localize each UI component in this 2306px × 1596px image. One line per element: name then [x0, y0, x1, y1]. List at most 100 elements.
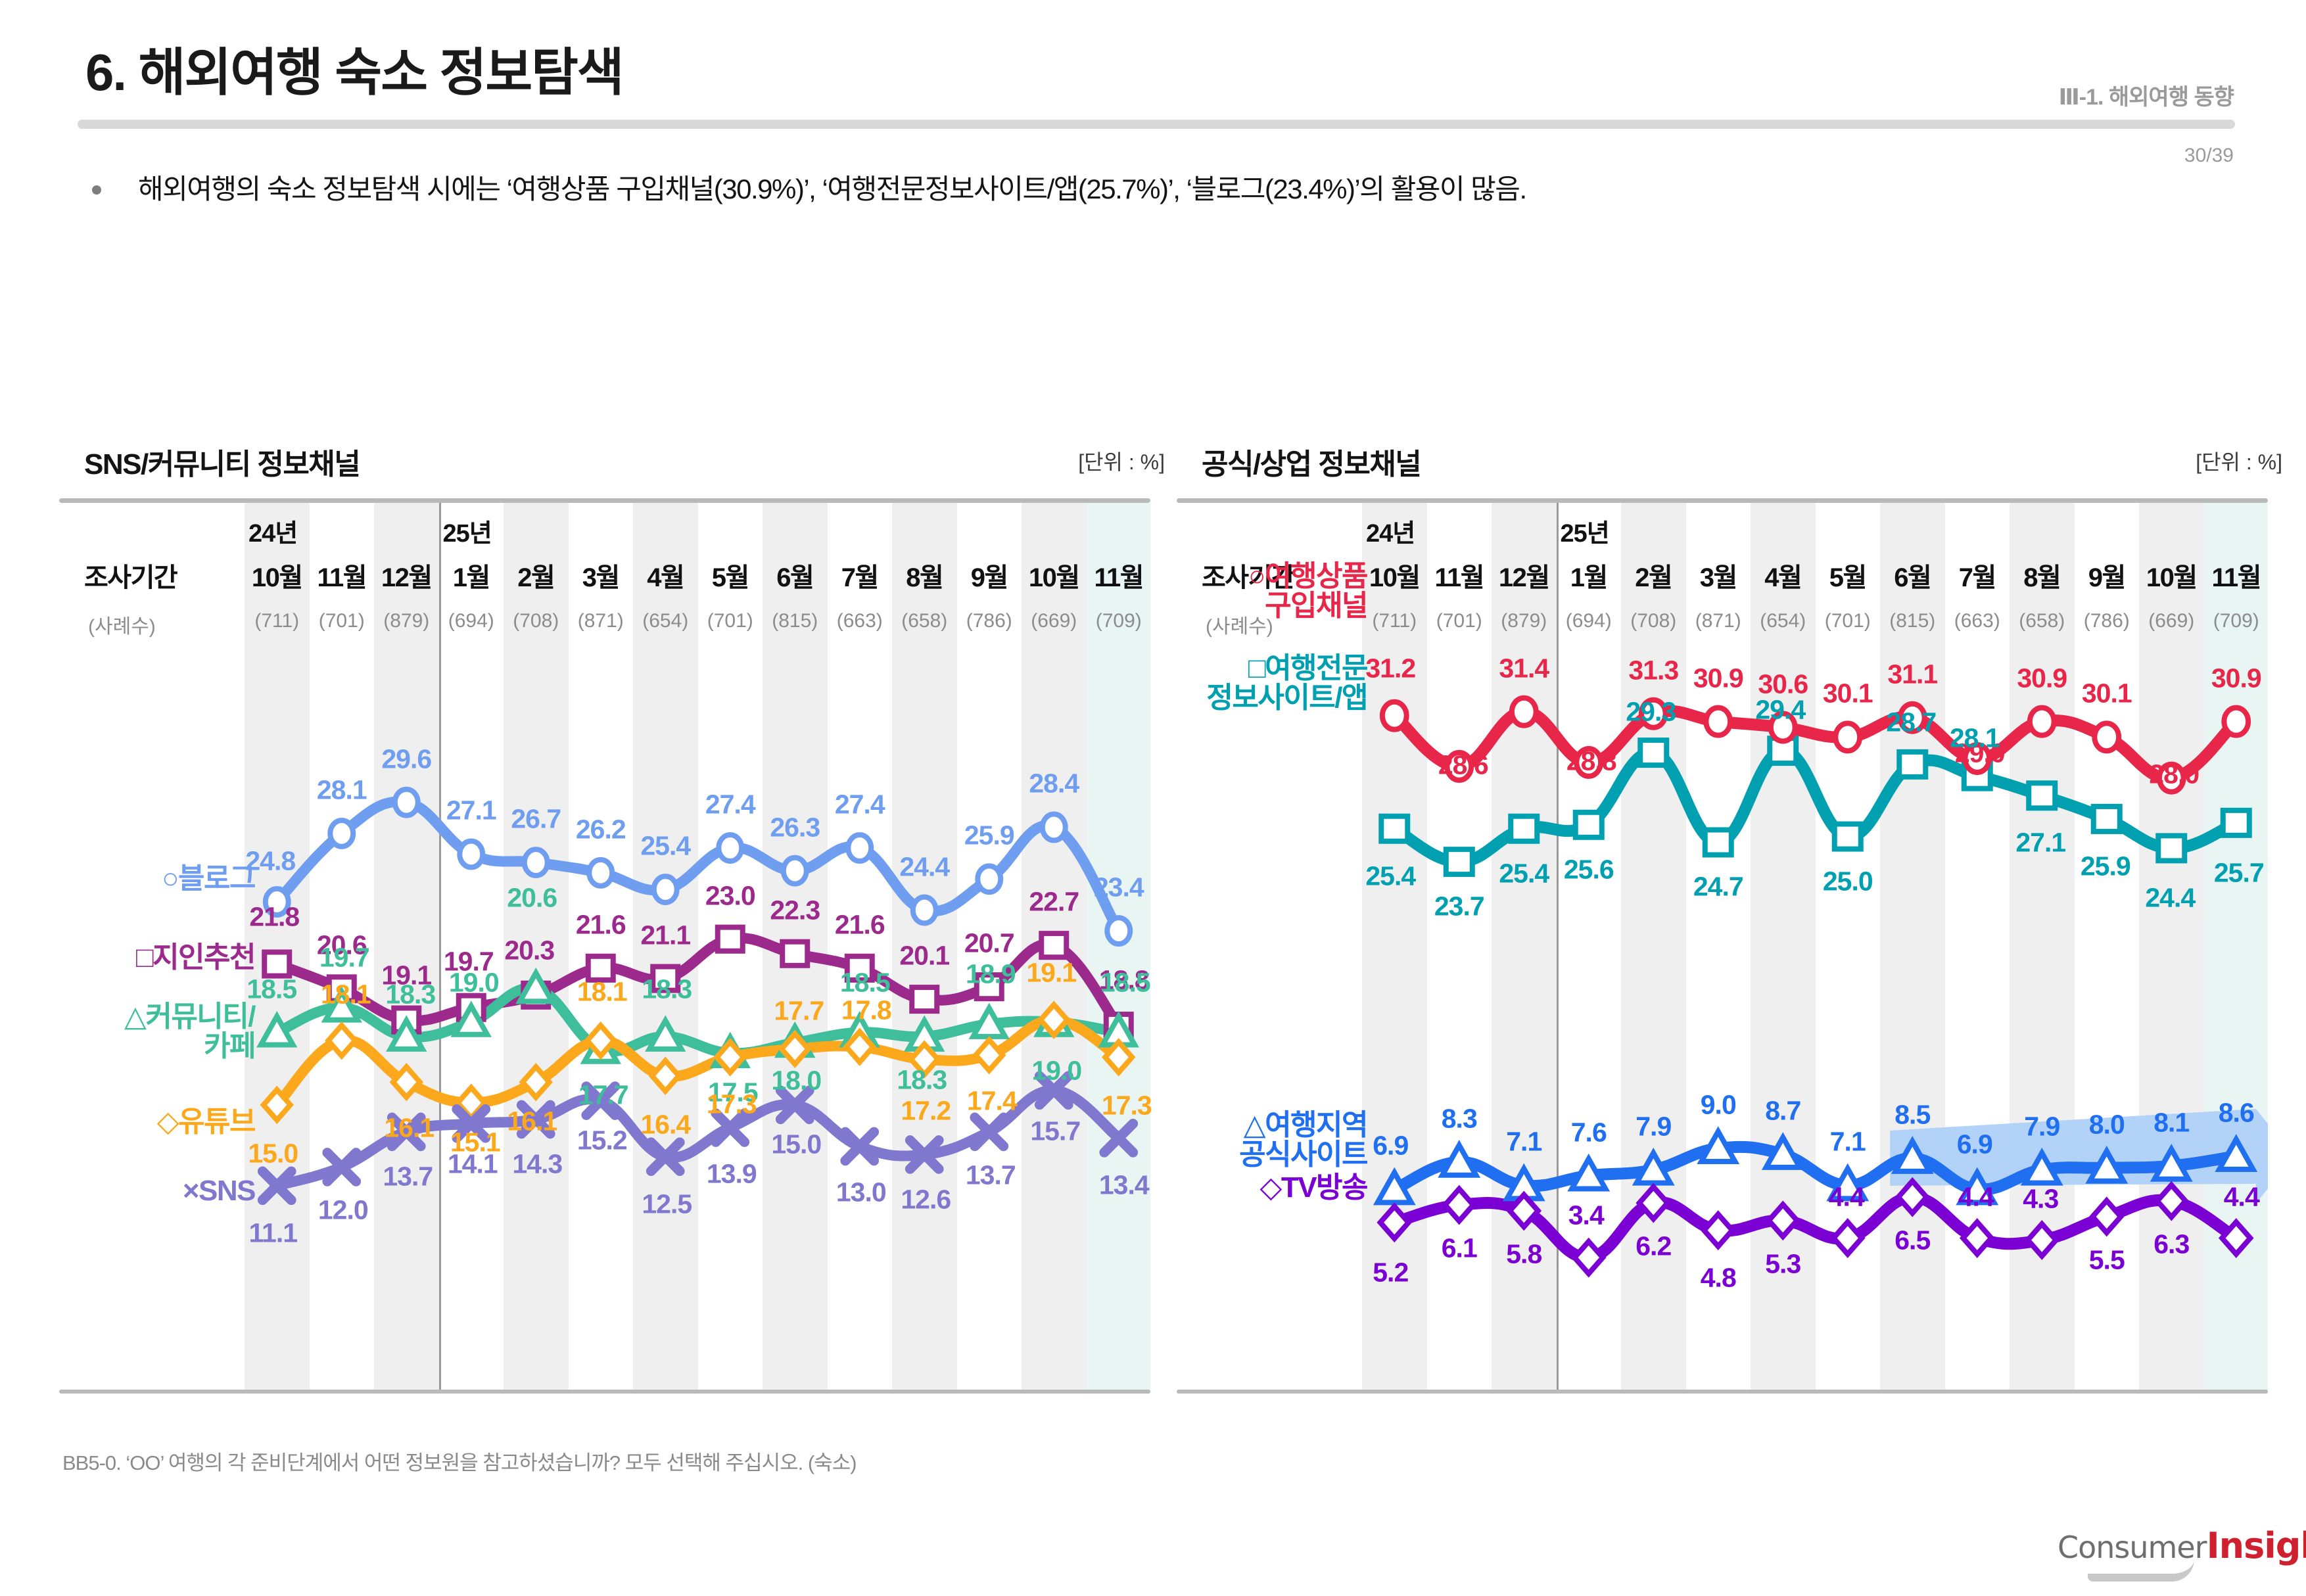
data-label: 29.4 [1755, 694, 1806, 725]
sample-size-row-label: (사례수) [1206, 616, 1273, 638]
data-label: 8.1 [2153, 1107, 2190, 1138]
sample-size-value: (663) [1954, 610, 2000, 632]
header-divider [78, 120, 2235, 129]
data-point-circle [1444, 749, 1474, 783]
data-label: 27.4 [705, 789, 756, 820]
legend-item-4[interactable]: ◇TV방송 [1259, 1173, 1368, 1203]
data-label: 13.0 [835, 1177, 887, 1208]
legend-item-2[interactable]: □지인추천 [136, 943, 256, 973]
data-point-diamond [260, 1085, 294, 1125]
data-label: 6.2 [1635, 1231, 1672, 1261]
data-point-circle [2027, 705, 2057, 738]
data-label: 4.4 [1828, 1181, 1865, 1212]
data-label: 26.2 [575, 814, 626, 845]
data-point-triangle [386, 1015, 427, 1052]
column-stripe [1751, 503, 1816, 1394]
data-point-diamond [1829, 1218, 1866, 1258]
data-point-triangle [1567, 1153, 1611, 1192]
data-point-diamond [972, 1035, 1006, 1075]
data-point-triangle [321, 986, 362, 1023]
line-chart-official-commercial [1373, 695, 2268, 1278]
question-footnote: BB5-0. ‘OO’ 여행의 각 준비단계에서 어떤 정보원을 참고하셨습니까… [62, 1451, 857, 1474]
data-label: 18.3 [385, 979, 436, 1010]
legend-item-3[interactable]: △여행지역 공식사이트 [1239, 1110, 1368, 1170]
data-label: 30.1 [2081, 678, 2132, 709]
data-point-square [974, 972, 1004, 1002]
month-label: 1월 [452, 563, 491, 592]
consumer-insight-logo: ConsumerInsight [2058, 1525, 2306, 1582]
sample-size-value: (654) [1760, 610, 1806, 632]
legend-label: SNS [199, 1175, 256, 1207]
data-point-cross [970, 1112, 1009, 1152]
data-point-diamond [1570, 1237, 1607, 1278]
legend-marker-triangle-icon: △ [124, 1000, 147, 1033]
data-label: 4.4 [2223, 1181, 2260, 1212]
data-label: 21.8 [249, 901, 300, 932]
bullet-dot-icon [92, 185, 101, 195]
data-label: 6.5 [1894, 1225, 1931, 1256]
data-label: 23.0 [705, 880, 756, 911]
data-point-circle [1897, 701, 1927, 734]
data-label: 15.0 [248, 1138, 298, 1169]
data-point-circle [780, 855, 809, 887]
data-label: 28.6 [1438, 749, 1489, 780]
year-label-2024: 24년 [248, 520, 298, 548]
data-label: 28.0 [2149, 759, 2200, 789]
month-label: 10월 [251, 563, 303, 592]
data-point-square [2026, 780, 2058, 811]
data-label: 3.4 [1568, 1200, 1605, 1231]
data-point-triangle [2215, 1134, 2258, 1172]
sample-size-value: (658) [2019, 610, 2065, 632]
legend-label: 여행전문 [1265, 652, 1368, 684]
year-divider-left [438, 503, 441, 1394]
data-point-cross [322, 1148, 362, 1186]
data-point-circle [2221, 705, 2251, 738]
sample-size-value: (708) [1630, 610, 1677, 632]
data-label: 8.0 [2088, 1109, 2125, 1140]
data-label: 18.9 [965, 958, 1016, 989]
data-label: 13.7 [965, 1160, 1016, 1190]
data-label: 18.3 [642, 974, 692, 1004]
legend-item-5[interactable]: ×SNS [183, 1175, 256, 1207]
data-point-diamond [713, 1038, 747, 1077]
sample-size-value: (658) [901, 610, 948, 632]
sample-size-value: (669) [2148, 610, 2195, 632]
data-label: 30.9 [2017, 663, 2067, 693]
data-point-diamond [2218, 1218, 2254, 1258]
data-label: 17.5 [707, 1077, 759, 1108]
data-label: 17.7 [578, 1079, 629, 1110]
legend-item-3[interactable]: △커뮤니티/카페 [124, 1000, 256, 1062]
data-label: 5.8 [1506, 1238, 1542, 1269]
data-point-cross [387, 1112, 426, 1152]
data-point-circle [910, 894, 939, 926]
sample-size-value: (701) [318, 610, 365, 632]
month-label: 9월 [970, 563, 1009, 592]
data-label: 29.3 [1626, 696, 1676, 727]
sample-size-value: (663) [836, 610, 883, 632]
data-point-triangle [1826, 1163, 1870, 1202]
legend-item-1[interactable]: ○블로그 [162, 864, 256, 894]
month-label: 7월 [841, 563, 880, 592]
sample-size-value: (669) [1031, 610, 1077, 632]
data-point-circle [1962, 741, 1992, 775]
legend-item-4[interactable]: ◇유튜브 [157, 1107, 256, 1137]
page-number: 30/39 [2184, 145, 2234, 166]
data-point-circle [1039, 811, 1068, 843]
legend-marker-circle-icon: ○ [1248, 560, 1266, 592]
data-point-diamond [1635, 1183, 1672, 1223]
data-point-circle [392, 786, 421, 818]
legend-item-1[interactable]: ○여행상품 구입채널 [1248, 560, 1368, 621]
data-point-circle [1574, 745, 1604, 779]
data-point-square [1039, 931, 1070, 960]
sample-size-value: (701) [1436, 610, 1482, 632]
data-point-square [2090, 803, 2123, 834]
data-label: 27.1 [2015, 827, 2066, 858]
data-point-cross [516, 1100, 555, 1139]
data-label: 6.1 [1441, 1232, 1478, 1263]
legend-item-2[interactable]: □여행전문 정보사이트/앱 [1206, 652, 1368, 713]
month-label: 5월 [711, 563, 750, 592]
panel-bottom-divider-right [1177, 1390, 2268, 1394]
data-label: 5.5 [2088, 1244, 2125, 1275]
data-point-diamond [1959, 1218, 1995, 1258]
data-point-square [1508, 813, 1540, 844]
